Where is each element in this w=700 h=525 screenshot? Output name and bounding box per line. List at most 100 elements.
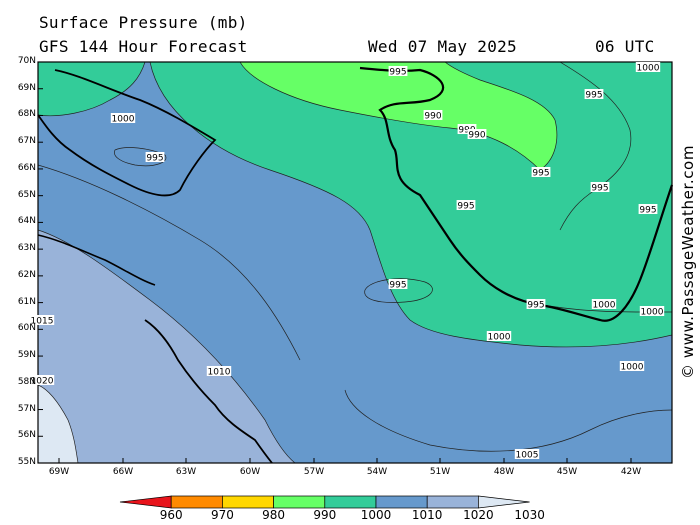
isobar-label-bg: [29, 375, 55, 385]
isobar-995-closed: [364, 278, 433, 303]
map-ticks: [38, 61, 632, 464]
isobar-label-bg: [456, 200, 476, 210]
colorbar-label: 970: [210, 508, 234, 522]
colorbar-label: 990: [313, 508, 337, 522]
isobar-label: 995: [639, 206, 656, 216]
isobar-label: 995: [527, 301, 544, 311]
lon-label: 54W: [366, 467, 388, 477]
lat-label: 55N: [17, 457, 36, 467]
lat-label: 59N: [17, 350, 36, 361]
isobar-label-bg: [635, 62, 661, 72]
colorbar-label: 1030: [514, 508, 545, 522]
isobar-label-bg: [639, 306, 665, 316]
lon-label: 51W: [429, 467, 451, 477]
isobar-1010: [38, 164, 301, 361]
lon-label: 57W: [303, 467, 325, 477]
lat-label: 67N: [17, 136, 36, 147]
isobar-label-bg: [388, 66, 408, 76]
lon-label: 60W: [239, 467, 261, 477]
colorbar-swatch: [170, 495, 223, 509]
isobar-label-bg: [584, 89, 604, 99]
isobar-label-bg: [526, 299, 546, 309]
isobar-label: 1020: [31, 377, 54, 387]
lon-label: 66W: [112, 467, 134, 477]
isobar-label: 1000: [641, 308, 664, 318]
isobar-label-bg: [619, 361, 645, 371]
map-title: Surface Pressure (mb): [39, 13, 248, 32]
lat-label: 66N: [17, 162, 36, 173]
colorbar-swatch: [375, 495, 428, 509]
colorbar-label: 1020: [463, 508, 494, 522]
lat-label: 56N: [17, 430, 36, 441]
isobar-label: 1000: [621, 363, 644, 373]
colorbar-lower-cap: [119, 495, 172, 509]
colorbar-label: 980: [262, 508, 286, 522]
isobar-label-bg: [29, 315, 55, 325]
isobar-label-bg: [590, 182, 610, 192]
baffin-coastline: [37, 69, 217, 197]
isobar-label: 995: [585, 91, 602, 101]
lat-label: 69N: [17, 82, 36, 93]
isobar-label: 995: [389, 281, 406, 291]
isobar-label: 1000: [593, 301, 616, 311]
isobar-label-bg: [110, 113, 136, 123]
isobar-label: 995: [389, 68, 406, 78]
isobar-label-bg: [206, 366, 232, 376]
lat-label: 64N: [17, 216, 36, 227]
isobar-label: 995: [532, 169, 549, 179]
pressure-fields: [38, 62, 672, 463]
isobar-label-bg: [423, 110, 443, 120]
colorbar-swatch: [222, 495, 274, 509]
lat-label: 61N: [17, 296, 36, 307]
isobar-label-bg: [388, 279, 408, 289]
isobar-995-east: [559, 62, 632, 231]
isobar-label-bg: [486, 331, 512, 341]
lon-label: 42W: [620, 467, 642, 477]
isobar-label: 995: [591, 184, 608, 194]
forecast-time: 06 UTC: [595, 37, 655, 56]
colorbar-label: 1010: [411, 508, 443, 522]
isobar-1005: [344, 389, 672, 452]
band-1020-1030: [38, 229, 296, 463]
lat-label: 70N: [17, 56, 36, 66]
labrador-coastline: [144, 319, 273, 464]
isobar-label: 1000: [637, 64, 660, 74]
forecast-date: Wed 07 May 2025: [368, 37, 517, 56]
lon-label: 69W: [48, 467, 70, 477]
band-990-1000: [239, 62, 558, 171]
isobar-label-bg: [531, 167, 551, 177]
copyright-notice: © www.PassageWeather.com: [679, 144, 697, 380]
lon-label: 45W: [556, 467, 578, 477]
isobar-label: 990: [424, 112, 441, 122]
isobar-label: 995: [146, 154, 163, 164]
lon-label: 63W: [175, 467, 197, 477]
colorbar-swatch: [273, 495, 326, 509]
hudson-strait-coastline: [37, 234, 156, 286]
lat-label: 57N: [17, 403, 36, 414]
lon-label: 48W: [493, 467, 515, 477]
band-1030: [38, 384, 79, 463]
colorbar-label: 960: [159, 508, 183, 522]
isobar-label-bg: [145, 152, 165, 162]
band-1000-1010-west: [38, 62, 146, 117]
colorbar-swatch: [426, 495, 479, 509]
isobar-label: 990: [468, 131, 485, 141]
lat-label: 63N: [17, 243, 36, 254]
lat-label: 58N: [17, 376, 36, 387]
colorbar: [119, 495, 530, 509]
colorbar-upper-cap: [478, 495, 530, 509]
colorbar-swatch: [324, 495, 377, 509]
lat-label: 65N: [17, 189, 36, 200]
isobar-labels: 995 1000990990990995995100099599599599599…: [29, 62, 665, 461]
isobar-label: 1000: [112, 115, 135, 125]
isobar-label-bg: [638, 204, 658, 214]
isobar-label-bg: [591, 299, 617, 309]
lat-label: 60N: [17, 323, 36, 334]
lat-label: 68N: [17, 109, 36, 120]
isobar-label-bg: [467, 129, 487, 139]
lat-label: 62N: [17, 269, 36, 280]
isobar-label-bg: [457, 124, 477, 134]
colorbar-label: 1000: [360, 508, 392, 522]
greenland-coastline: [359, 66, 674, 322]
